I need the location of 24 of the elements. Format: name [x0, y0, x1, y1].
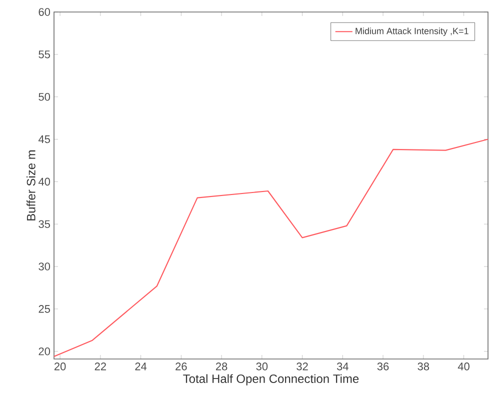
- x-tick-label: 40: [458, 362, 470, 370]
- y-tick-label: 35: [38, 220, 50, 228]
- x-tick-label: 32: [296, 362, 308, 370]
- legend-label: Midium Attack Intensity ,K=1: [356, 28, 468, 36]
- y-tick-label: 60: [38, 8, 50, 16]
- line-series: [54, 138, 488, 358]
- x-tick-label: 26: [176, 362, 187, 370]
- x-tick-label: 36: [377, 362, 389, 370]
- y-tick-label: 20: [38, 347, 50, 356]
- y-axis-title: Buffer Size m: [26, 150, 36, 220]
- x-tick-label: 38: [418, 362, 430, 370]
- x-tick-label: 30: [256, 362, 268, 370]
- x-tick-label: 34: [336, 362, 348, 370]
- y-tick-label: 50: [38, 92, 50, 101]
- x-axis-title: Total Half Open Connection Time: [183, 374, 359, 386]
- y-tick-label: 25: [38, 305, 50, 313]
- y-tick-label: 45: [38, 135, 50, 144]
- x-tick-label: 22: [94, 362, 106, 370]
- y-tick-label: 55: [38, 50, 50, 58]
- x-tick-label: 24: [135, 362, 147, 370]
- y-tick-label: 30: [38, 262, 50, 270]
- x-tick-label: 28: [216, 362, 228, 370]
- y-tick-label: 40: [38, 178, 50, 186]
- x-tick-label: 20: [54, 362, 66, 370]
